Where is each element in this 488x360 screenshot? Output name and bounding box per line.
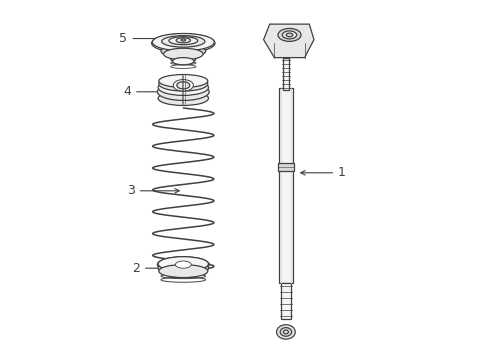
Ellipse shape (162, 36, 204, 47)
Ellipse shape (159, 265, 207, 278)
Ellipse shape (158, 91, 208, 105)
Ellipse shape (175, 261, 191, 268)
Ellipse shape (172, 58, 194, 65)
Text: 1: 1 (300, 166, 346, 179)
Ellipse shape (163, 48, 203, 60)
Ellipse shape (181, 39, 185, 41)
Text: 5: 5 (119, 32, 174, 45)
Ellipse shape (173, 80, 193, 91)
Ellipse shape (277, 28, 301, 41)
Ellipse shape (282, 31, 296, 39)
Ellipse shape (151, 34, 215, 53)
Ellipse shape (280, 328, 291, 336)
Ellipse shape (285, 33, 292, 37)
Bar (281, 283, 290, 319)
Ellipse shape (168, 37, 197, 45)
Text: 3: 3 (126, 184, 179, 197)
Ellipse shape (170, 54, 196, 63)
Ellipse shape (177, 82, 189, 89)
Bar (277, 163, 293, 171)
Text: 4: 4 (123, 85, 174, 98)
Bar (283, 58, 288, 90)
Ellipse shape (276, 325, 295, 339)
Ellipse shape (161, 45, 205, 58)
Text: 2: 2 (132, 262, 195, 275)
Ellipse shape (157, 257, 209, 273)
Ellipse shape (157, 83, 209, 100)
Ellipse shape (158, 257, 208, 271)
Ellipse shape (159, 75, 207, 87)
Ellipse shape (176, 38, 190, 43)
Bar (278, 88, 292, 283)
Polygon shape (263, 24, 313, 58)
Ellipse shape (158, 261, 208, 275)
Ellipse shape (159, 77, 207, 91)
Ellipse shape (283, 330, 288, 334)
Ellipse shape (158, 80, 208, 95)
Ellipse shape (152, 33, 214, 51)
